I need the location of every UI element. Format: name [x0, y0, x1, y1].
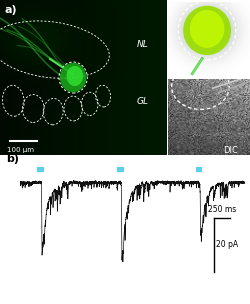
Text: DIC: DIC [224, 146, 238, 155]
Text: NL: NL [136, 40, 148, 49]
Ellipse shape [190, 10, 224, 48]
Bar [117, 167, 123, 172]
Ellipse shape [60, 63, 86, 92]
Bar [37, 167, 44, 172]
Bar [196, 167, 202, 172]
Ellipse shape [183, 6, 231, 55]
Text: GL: GL [136, 97, 148, 106]
Text: b): b) [6, 154, 20, 164]
Text: a): a) [5, 5, 18, 15]
Text: 250 ms: 250 ms [208, 206, 236, 214]
Text: 100 μm: 100 μm [7, 147, 34, 153]
Ellipse shape [66, 66, 83, 86]
Text: 20 pA: 20 pA [216, 240, 238, 249]
